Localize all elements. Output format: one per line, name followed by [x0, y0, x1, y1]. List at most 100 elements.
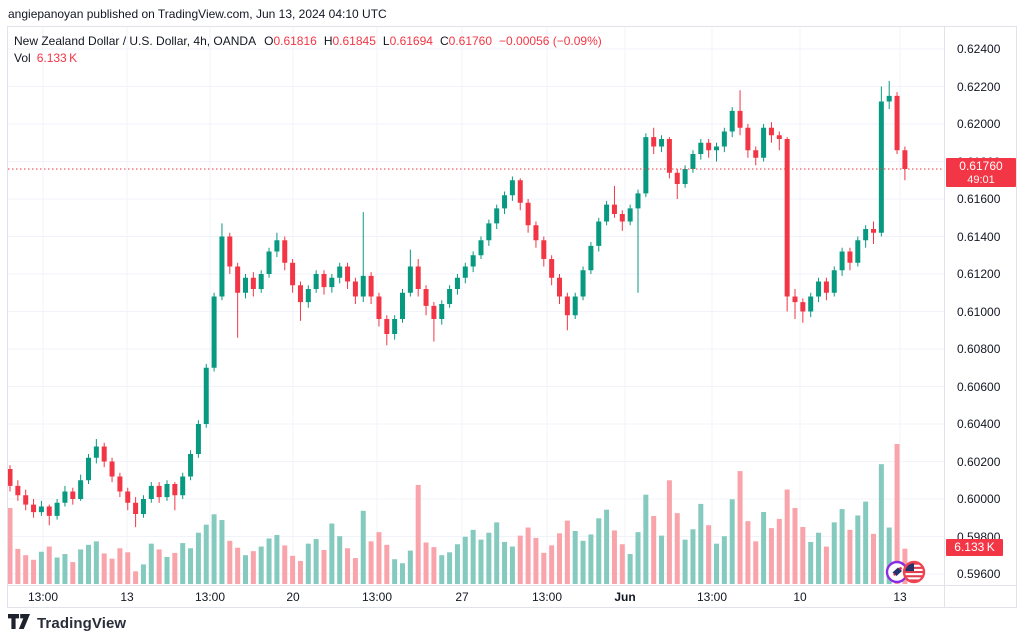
- volume-bar: [768, 528, 774, 584]
- candle-body: [227, 236, 233, 267]
- last-price-badge: 0.61760 49:01: [946, 158, 1016, 187]
- time-axis-label: 20: [286, 590, 300, 604]
- candle-body: [93, 446, 99, 458]
- volume-bar: [86, 544, 91, 584]
- price-axis-label: 0.62400: [957, 42, 1001, 56]
- volume-bar: [360, 510, 366, 584]
- change-value: −0.00056 (−0.09%): [499, 34, 602, 48]
- volume-bar: [454, 544, 460, 584]
- time-axis-label: 13:00: [27, 590, 59, 604]
- volume-bar: [133, 571, 139, 584]
- legend-ohlc-item: H0.61845: [324, 34, 376, 48]
- candle-body: [698, 142, 704, 154]
- volume-bar: [557, 533, 562, 584]
- candle-body: [219, 236, 225, 297]
- candle-body: [305, 289, 311, 303]
- volume-bar: [635, 532, 641, 584]
- volume-bar: [23, 555, 29, 584]
- tradingview-footer-logo[interactable]: TradingView: [8, 614, 126, 632]
- candle-body: [297, 285, 303, 303]
- volume-bar: [321, 550, 327, 584]
- candle-body: [855, 240, 861, 263]
- volume-bar: [31, 559, 37, 584]
- volume-bar: [148, 543, 154, 584]
- candle-body: [345, 266, 351, 282]
- volume-bar: [337, 536, 343, 584]
- ohlc-value: 0.61845: [332, 34, 376, 48]
- candle-body: [78, 480, 84, 499]
- volume-bar: [666, 480, 672, 584]
- candle-body: [423, 289, 429, 306]
- volume-bar: [274, 535, 280, 584]
- volume-bar: [447, 552, 453, 584]
- price-axis-label: 0.60600: [957, 379, 1001, 394]
- symbol-title[interactable]: New Zealand Dollar / U.S. Dollar, 4h, OA…: [14, 34, 257, 48]
- candle-body: [894, 95, 900, 151]
- candle-body: [478, 240, 484, 256]
- candle-body: [761, 127, 767, 158]
- volume-bar: [345, 548, 351, 584]
- candle-body: [776, 135, 782, 139]
- volume-bar: [109, 558, 115, 584]
- candle-body: [604, 204, 610, 222]
- volume-bar: [415, 484, 421, 584]
- volume-bar: [714, 543, 719, 584]
- candle-body: [635, 193, 641, 209]
- price-axis-label: 0.61600: [957, 192, 1001, 206]
- ohlc-value: 0.61816: [273, 34, 317, 48]
- volume-bar: [847, 529, 853, 584]
- chart-legend: New Zealand Dollar / U.S. Dollar, 4h, OA…: [14, 33, 602, 67]
- candle-body: [15, 485, 21, 496]
- instrument-pair-flags: [884, 557, 928, 594]
- volume-bar: [863, 501, 869, 584]
- price-axis-label: 0.61200: [957, 267, 1001, 281]
- volume-bar: [627, 554, 633, 584]
- candle-body: [509, 180, 515, 196]
- current-volume-badge: 6.133 K: [946, 539, 1003, 556]
- candle-body: [125, 491, 131, 503]
- time-axis-label: 27: [455, 590, 469, 604]
- candle-body: [384, 319, 390, 334]
- candle-body: [140, 499, 146, 514]
- volume-bar: [839, 509, 845, 584]
- legend-ohlc-item: L0.61694: [383, 34, 433, 48]
- volume-bar: [478, 539, 484, 584]
- candle-body: [706, 142, 712, 151]
- candle-body: [721, 131, 727, 147]
- candle-body: [195, 424, 201, 454]
- volume-bar: [15, 548, 21, 584]
- ohlc-value: 0.61694: [389, 34, 433, 48]
- candle-body: [549, 259, 555, 278]
- candle-body: [148, 485, 154, 499]
- candle-body: [86, 457, 91, 481]
- candle-body: [502, 195, 508, 209]
- volume-bar: [164, 556, 170, 584]
- candle-body: [274, 240, 280, 252]
- bar-countdown: 49:01: [967, 174, 995, 186]
- new-zealand-flag-icon: [885, 560, 909, 584]
- volume-bar: [792, 507, 798, 584]
- volume-bar: [604, 509, 610, 584]
- volume-bar: [258, 546, 264, 584]
- volume-bar: [219, 520, 225, 584]
- volume-bar: [509, 546, 515, 584]
- candle-body: [596, 221, 602, 246]
- ohlc-key: L: [382, 34, 390, 48]
- volume-bar: [250, 551, 256, 584]
- volume-bar: [572, 530, 578, 584]
- volume-bar: [93, 541, 99, 584]
- candle-body: [800, 302, 806, 312]
- candle-body: [643, 137, 649, 194]
- candle-body: [557, 277, 562, 297]
- volume-bar: [486, 532, 492, 584]
- candle-body: [682, 169, 688, 184]
- candle-body: [23, 495, 29, 505]
- volume-bar: [78, 549, 84, 584]
- candle-body: [415, 266, 421, 289]
- candle-body: [368, 275, 374, 297]
- candle-body: [133, 502, 139, 514]
- candle-body: [792, 296, 798, 303]
- volume-bar: [784, 489, 790, 584]
